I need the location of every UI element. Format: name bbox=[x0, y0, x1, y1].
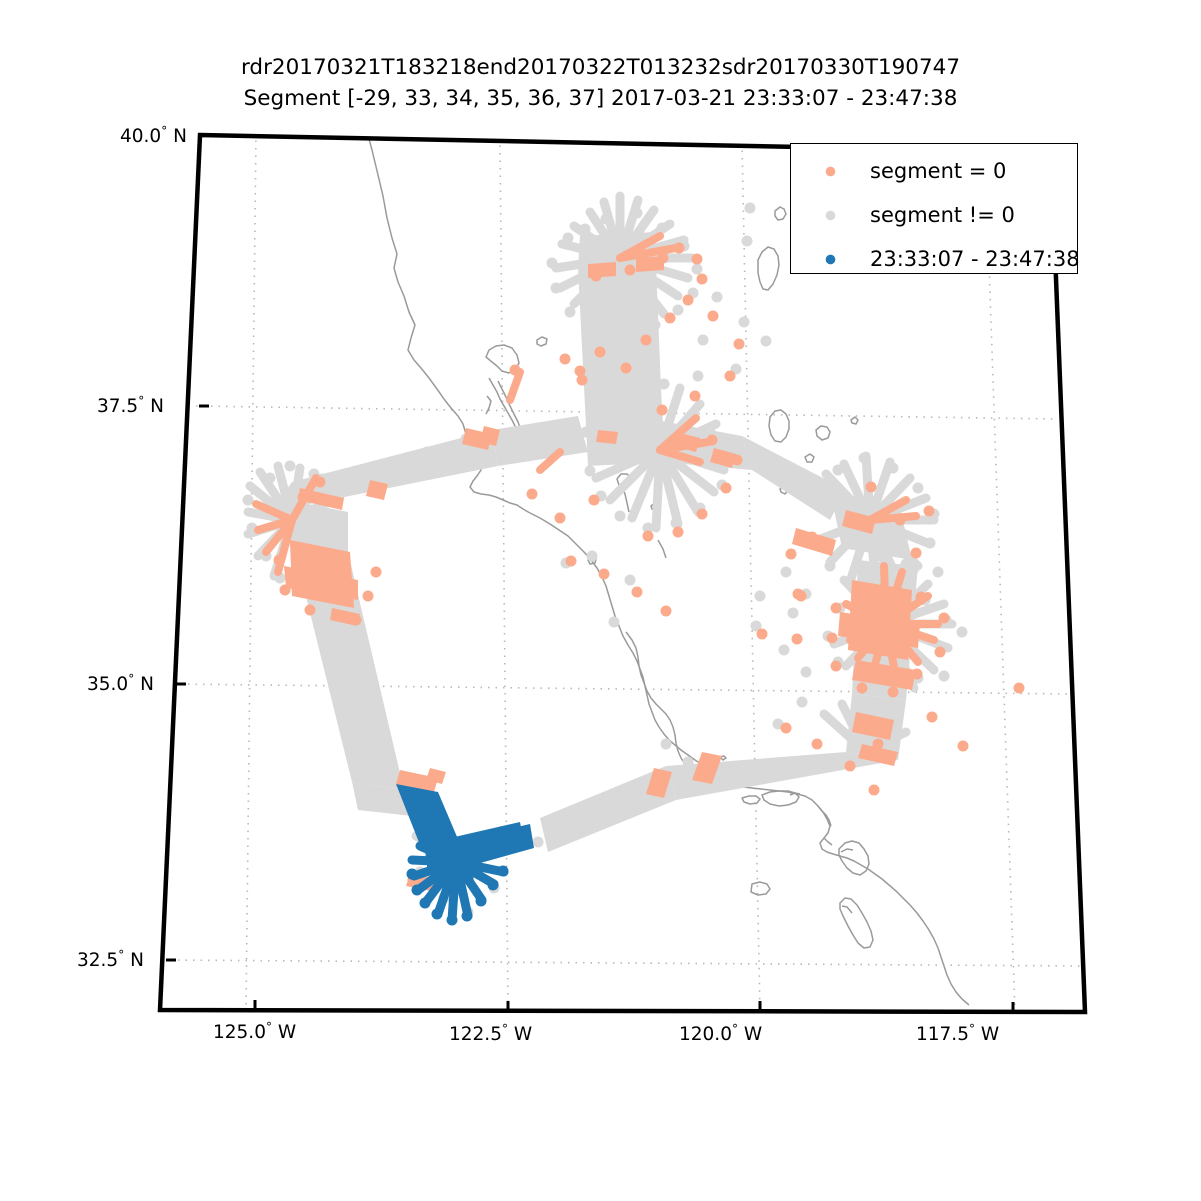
x-tick-label-120: 120.0° W bbox=[679, 1021, 763, 1045]
axis-tick-marks bbox=[166, 404, 1015, 1012]
coastline-paths bbox=[365, 135, 970, 1006]
dot-marker-icon bbox=[825, 210, 836, 220]
legend-box[interactable]: segment = 0 segment != 0 23:33:07 - 23:4… bbox=[790, 143, 1080, 274]
dot-marker-icon bbox=[825, 254, 836, 264]
gridlines bbox=[162, 135, 1083, 1012]
legend-label-segment-nonzero: segment != 0 bbox=[870, 203, 1015, 227]
scatter-points-salmon bbox=[273, 242, 1025, 886]
y-tick-label-32-5: 32.5° N bbox=[77, 947, 144, 971]
y-tick-label-37-5: 37.5° N bbox=[97, 393, 164, 417]
legend-item-segment-zero[interactable]: segment = 0 bbox=[791, 149, 1077, 193]
x-tick-label-117-5: 117.5° W bbox=[916, 1021, 1000, 1045]
x-tick-label-125: 125.0° W bbox=[213, 1019, 297, 1043]
legend-label-time-range: 23:33:07 - 23:47:38 bbox=[870, 247, 1080, 271]
y-tick-label-40: 40.0° N bbox=[120, 123, 187, 147]
map-frame bbox=[157, 132, 1088, 1015]
x-tick-label-122-5: 122.5° W bbox=[449, 1021, 533, 1045]
legend-item-time-range[interactable]: 23:33:07 - 23:47:38 bbox=[791, 237, 1080, 281]
legend-label-segment-zero: segment = 0 bbox=[870, 159, 1007, 183]
legend-item-segment-nonzero[interactable]: segment != 0 bbox=[791, 193, 1077, 237]
dot-marker-icon bbox=[825, 166, 836, 176]
y-tick-label-35: 35.0° N bbox=[87, 671, 154, 695]
fan-rays-blue bbox=[407, 841, 509, 925]
scatter-points-blue bbox=[406, 828, 518, 926]
